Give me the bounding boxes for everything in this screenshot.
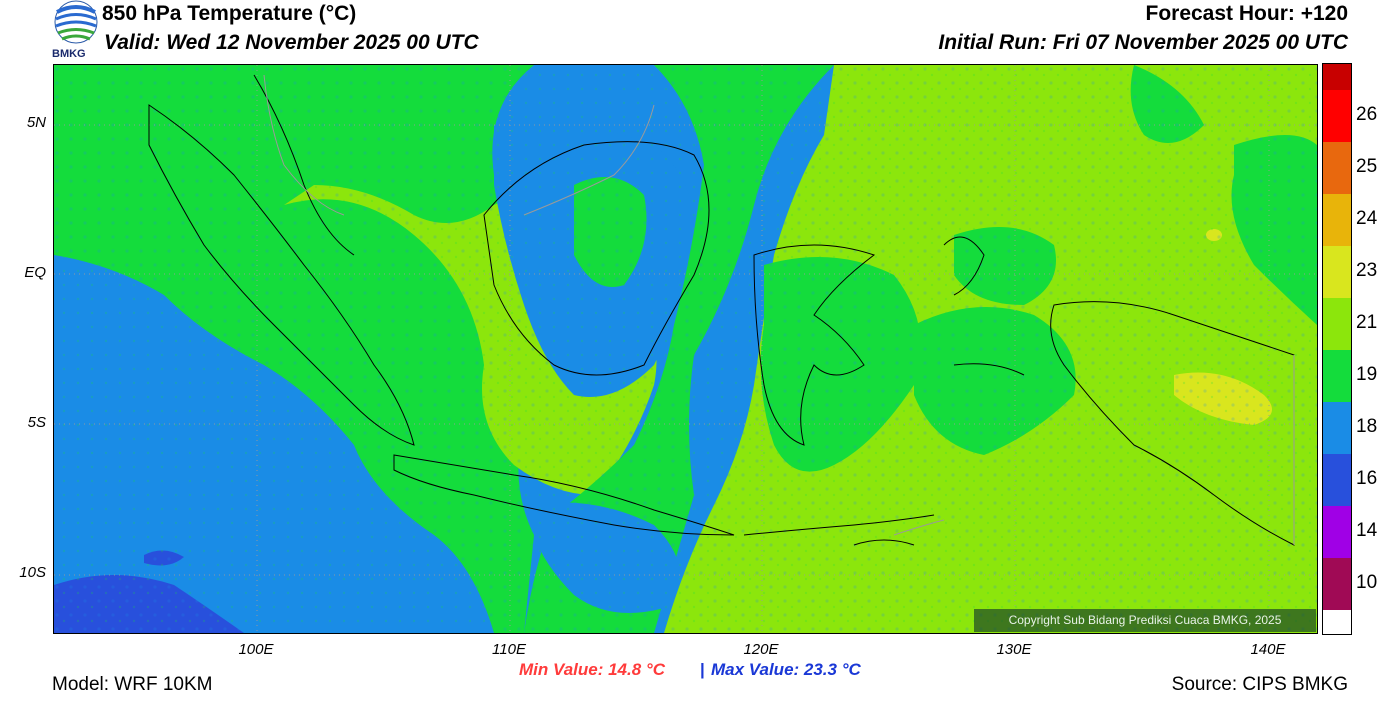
java-coast	[393, 454, 735, 536]
lon-label-120e: 120E	[743, 641, 779, 658]
colorbar-segment	[1323, 142, 1351, 194]
colorbar-label: 14	[1356, 520, 1378, 541]
min-value: Min Value: 14.8 °C	[519, 660, 665, 679]
colorbar-segment	[1323, 64, 1351, 90]
colorbar-segment	[1323, 194, 1351, 246]
colorbar-label: 19	[1356, 364, 1378, 385]
colorbar-label: 24	[1356, 208, 1378, 229]
colorbar-segment	[1323, 90, 1351, 142]
map-canvas	[54, 65, 1317, 633]
borneo-coast	[483, 141, 710, 376]
borders	[263, 74, 1295, 545]
sumatra-coast	[148, 104, 415, 446]
lon-label-110e: 110E	[492, 641, 526, 658]
colorbar-label: 16	[1356, 468, 1378, 489]
bmkg-logo-icon	[52, 0, 100, 60]
border-borneo	[523, 104, 655, 216]
model-label: Model: WRF 10KM	[52, 674, 213, 695]
graticule	[54, 65, 1317, 633]
temperature-map	[53, 64, 1318, 634]
colorbar-segment	[1323, 246, 1351, 298]
colorbar-segment	[1323, 558, 1351, 610]
max-value: Max Value: 23.3 °C	[711, 660, 861, 679]
colorbar-segment	[1323, 350, 1351, 402]
lon-label-130e: 130E	[996, 641, 1032, 658]
logo-text: BMKG	[52, 48, 86, 60]
field-texture	[54, 65, 1317, 633]
colorbar-segment	[1323, 402, 1351, 454]
source-label: Source: CIPS BMKG	[1171, 674, 1348, 695]
copyright-notice: Copyright Sub Bidang Prediksi Cuaca BMKG…	[974, 609, 1316, 632]
border-malaysia	[263, 74, 345, 216]
forecast-hour: Forecast Hour: +120	[1145, 2, 1349, 25]
map-title: 850 hPa Temperature (°C)	[102, 2, 357, 25]
colorbar-label: 18	[1356, 416, 1378, 437]
colorbar-label: 21	[1356, 312, 1378, 333]
sulawesi-coast	[753, 244, 876, 446]
papua-coast	[1050, 301, 1295, 546]
timor-coast	[853, 539, 915, 546]
colorbar-segment	[1323, 298, 1351, 350]
stats-separator: |	[700, 660, 705, 679]
nusa-tenggara-coast	[743, 514, 935, 536]
lon-label-140e: 140E	[1250, 641, 1286, 658]
coastlines	[148, 74, 1295, 546]
colorbar-label: 23	[1356, 260, 1378, 281]
colorbar-label: 26	[1356, 104, 1378, 125]
lon-label-100e: 100E	[238, 641, 274, 658]
initial-run: Initial Run: Fri 07 November 2025 00 UTC	[938, 31, 1348, 54]
colorbar-segment	[1323, 454, 1351, 506]
colorbar-label: 25	[1356, 156, 1378, 177]
lat-label-5n: 5N	[26, 114, 46, 131]
border-timor	[893, 519, 945, 536]
lat-label-eq: EQ	[24, 264, 46, 281]
seram-coast	[953, 363, 1025, 376]
halmahera-coast	[943, 236, 985, 296]
colorbar	[1322, 63, 1352, 635]
lat-label-5s: 5S	[27, 414, 46, 431]
lat-label-10s: 10S	[19, 564, 46, 581]
malay-coast	[253, 74, 355, 256]
colorbar-label: 10	[1356, 572, 1378, 593]
colorbar-segment	[1323, 506, 1351, 558]
valid-time: Valid: Wed 12 November 2025 00 UTC	[104, 31, 479, 54]
